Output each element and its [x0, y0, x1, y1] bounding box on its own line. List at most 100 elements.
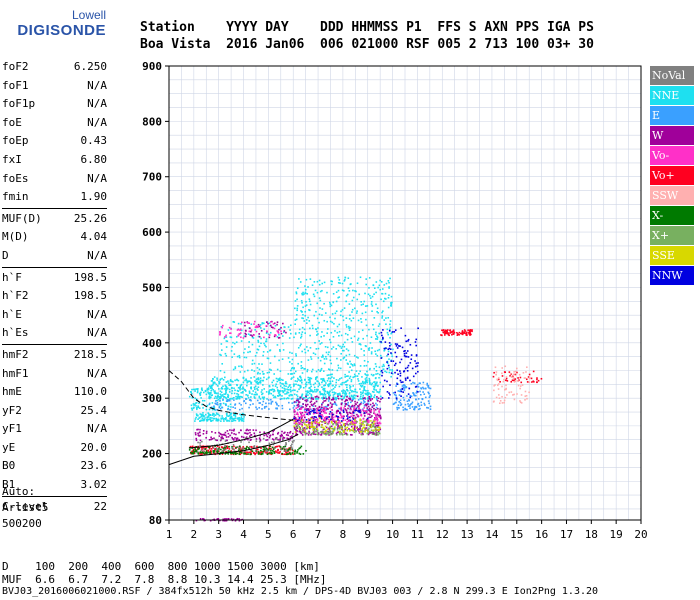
echo-point — [257, 383, 259, 385]
echo-point — [404, 377, 407, 380]
echo-point — [339, 414, 342, 416]
echo-point — [326, 380, 329, 382]
echo-point — [202, 407, 204, 409]
echo-point — [320, 413, 322, 416]
echo-point — [296, 380, 298, 383]
echo-point — [236, 389, 239, 392]
echo-point — [310, 385, 312, 388]
echo-point — [338, 330, 341, 333]
echo-point — [209, 447, 211, 450]
echo-point — [311, 284, 314, 287]
echo-point — [350, 363, 352, 365]
echo-point — [329, 355, 332, 358]
echo-point — [339, 433, 341, 436]
echo-point — [259, 377, 262, 380]
echo-point — [237, 393, 240, 396]
echo-point — [303, 348, 306, 351]
echo-point — [289, 388, 292, 391]
echo-point — [378, 421, 381, 424]
echo-point — [345, 375, 348, 378]
echo-point — [403, 350, 405, 353]
echo-point — [375, 424, 378, 427]
echo-point — [234, 414, 236, 416]
echo-point — [293, 401, 296, 403]
echo-point — [287, 437, 290, 440]
echo-point — [349, 433, 352, 436]
echo-point — [301, 415, 303, 417]
echo-point — [380, 395, 382, 398]
echo-point — [341, 398, 343, 401]
echo-point — [282, 390, 284, 393]
echo-point — [331, 373, 333, 376]
echo-point — [260, 342, 262, 345]
echo-point — [358, 331, 360, 333]
echo-point — [259, 431, 261, 434]
echo-point — [271, 320, 273, 323]
x-tick-label: 7 — [315, 528, 322, 541]
echo-point — [366, 334, 368, 337]
echo-point — [296, 452, 298, 454]
echo-point — [403, 354, 406, 357]
echo-point — [220, 451, 223, 454]
echo-point — [268, 436, 271, 439]
echo-point — [276, 380, 279, 383]
echo-point — [373, 287, 376, 290]
echo-point — [309, 334, 311, 337]
echo-point — [291, 435, 293, 437]
echo-point — [417, 391, 419, 393]
echo-point — [355, 403, 357, 406]
echo-point — [334, 415, 337, 418]
echo-point — [266, 330, 268, 333]
echo-point — [332, 430, 335, 432]
echo-point — [345, 402, 347, 405]
echo-point — [238, 448, 241, 450]
echo-point — [254, 391, 257, 394]
echo-point — [324, 411, 326, 413]
echo-point — [345, 348, 348, 350]
echo-point — [338, 432, 341, 435]
echo-point — [322, 420, 324, 423]
echo-point — [201, 414, 203, 416]
echo-point — [294, 413, 296, 416]
echo-point — [346, 403, 349, 406]
echo-point — [372, 424, 375, 426]
echo-point — [292, 441, 294, 444]
echo-point — [304, 314, 307, 317]
echo-point — [284, 431, 286, 434]
echo-point — [406, 400, 409, 403]
echo-point — [414, 405, 416, 408]
echo-point — [399, 390, 401, 393]
echo-point — [262, 437, 265, 440]
echo-point — [329, 407, 331, 409]
echo-point — [328, 301, 331, 304]
echo-point — [213, 405, 215, 407]
echo-point — [378, 410, 380, 413]
echo-point — [381, 288, 384, 290]
echo-point — [239, 447, 242, 450]
echo-point — [291, 362, 293, 365]
echo-point — [328, 416, 331, 418]
echo-point — [220, 420, 222, 422]
legend-item-e: E — [650, 106, 694, 125]
echo-point — [304, 285, 306, 287]
echo-point — [249, 350, 251, 353]
echo-point — [351, 341, 354, 343]
param-value: 6.80 — [80, 152, 108, 166]
echo-point — [443, 330, 446, 333]
echo-point — [279, 446, 282, 448]
echo-point — [379, 354, 382, 357]
echo-point — [328, 351, 330, 353]
echo-point — [444, 332, 446, 335]
echo-point — [228, 420, 231, 422]
echo-point — [348, 329, 351, 331]
echo-point — [254, 355, 257, 357]
echo-point — [299, 428, 302, 431]
echo-point — [415, 406, 418, 408]
echo-point — [225, 397, 228, 400]
echo-point — [377, 429, 379, 431]
echo-point — [306, 409, 308, 412]
echo-point — [331, 403, 333, 406]
echo-point — [267, 449, 270, 451]
echo-point — [392, 392, 395, 394]
echo-point — [203, 418, 206, 421]
